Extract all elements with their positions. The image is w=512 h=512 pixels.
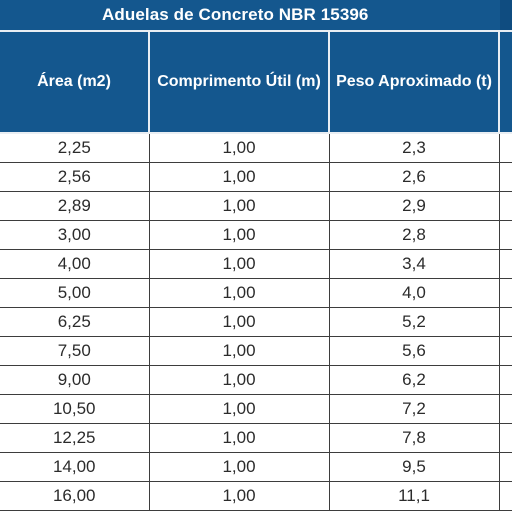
cell-comprimento: 1,00 (148, 191, 329, 221)
cell-cut-off-column (498, 423, 512, 453)
cell-cut-off-column (498, 278, 512, 308)
cell-peso: 3,4 (328, 249, 499, 279)
cell-comprimento: 1,00 (148, 278, 329, 308)
cell-peso: 6,2 (328, 365, 499, 395)
cell-comprimento: 1,00 (148, 307, 329, 337)
table-row: 12,25 1,00 7,8 (0, 423, 512, 453)
cell-area: 6,25 (0, 307, 149, 337)
cell-area: 12,25 (0, 423, 149, 453)
table-row: 6,25 1,00 5,2 (0, 307, 512, 337)
cell-area: 16,00 (0, 481, 149, 511)
cell-comprimento: 1,00 (148, 481, 329, 511)
cell-peso: 5,2 (328, 307, 499, 337)
cell-cut-off-column (498, 481, 512, 511)
cell-comprimento: 1,00 (148, 423, 329, 453)
table-row: 2,25 1,00 2,3 (0, 133, 512, 163)
table-row: 16,00 1,00 11,1 (0, 481, 512, 511)
header-cut-off-column (498, 30, 512, 134)
header-comprimento-util: Comprimento Útil (m) (148, 30, 329, 134)
table-row: 2,56 1,00 2,6 (0, 162, 512, 192)
table-row: 4,00 1,00 3,4 (0, 249, 512, 279)
cell-peso: 4,0 (328, 278, 499, 308)
cell-comprimento: 1,00 (148, 336, 329, 366)
aduelas-table: Área (m2) Comprimento Útil (m) Peso Apro… (0, 30, 512, 511)
cell-cut-off-column (498, 249, 512, 279)
table-header-row: Área (m2) Comprimento Útil (m) Peso Apro… (0, 30, 512, 134)
table-row: 14,00 1,00 9,5 (0, 452, 512, 482)
table-row: 9,00 1,00 6,2 (0, 365, 512, 395)
cell-area: 2,56 (0, 162, 149, 192)
cell-area: 2,89 (0, 191, 149, 221)
cell-comprimento: 1,00 (148, 162, 329, 192)
header-area: Área (m2) (0, 30, 149, 134)
cell-peso: 2,8 (328, 220, 499, 250)
cell-peso: 7,8 (328, 423, 499, 453)
cell-peso: 5,6 (328, 336, 499, 366)
cell-area: 3,00 (0, 220, 149, 250)
cell-cut-off-column (498, 133, 512, 163)
cell-comprimento: 1,00 (148, 133, 329, 163)
table-title-bar: Aduelas de Concreto NBR 15396 (0, 0, 512, 30)
cell-cut-off-column (498, 452, 512, 482)
table-title: Aduelas de Concreto NBR 15396 (102, 5, 369, 24)
table-row: 7,50 1,00 5,6 (0, 336, 512, 366)
table-row: 5,00 1,00 4,0 (0, 278, 512, 308)
cell-area: 14,00 (0, 452, 149, 482)
cell-peso: 2,3 (328, 133, 499, 163)
cell-comprimento: 1,00 (148, 394, 329, 424)
header-peso-aproximado: Peso Aproximado (t) (328, 30, 499, 134)
cell-area: 5,00 (0, 278, 149, 308)
cell-peso: 7,2 (328, 394, 499, 424)
cell-cut-off-column (498, 191, 512, 221)
cell-peso: 11,1 (328, 481, 499, 511)
cell-area: 4,00 (0, 249, 149, 279)
title-bar-edge (500, 0, 512, 30)
cell-peso: 2,9 (328, 191, 499, 221)
table-row: 10,50 1,00 7,2 (0, 394, 512, 424)
cell-area: 2,25 (0, 133, 149, 163)
cell-cut-off-column (498, 162, 512, 192)
cell-comprimento: 1,00 (148, 249, 329, 279)
cell-area: 10,50 (0, 394, 149, 424)
cell-peso: 9,5 (328, 452, 499, 482)
table-row: 3,00 1,00 2,8 (0, 220, 512, 250)
cell-cut-off-column (498, 394, 512, 424)
cell-area: 7,50 (0, 336, 149, 366)
cell-cut-off-column (498, 365, 512, 395)
cell-comprimento: 1,00 (148, 220, 329, 250)
cell-cut-off-column (498, 307, 512, 337)
cell-comprimento: 1,00 (148, 365, 329, 395)
cell-comprimento: 1,00 (148, 452, 329, 482)
cell-area: 9,00 (0, 365, 149, 395)
table-body: 2,25 1,00 2,3 2,56 1,00 2,6 2,89 1,00 2,9 3,00 1,0… (0, 133, 512, 511)
table-row: 2,89 1,00 2,9 (0, 191, 512, 221)
cell-cut-off-column (498, 336, 512, 366)
cell-cut-off-column (498, 220, 512, 250)
cell-peso: 2,6 (328, 162, 499, 192)
